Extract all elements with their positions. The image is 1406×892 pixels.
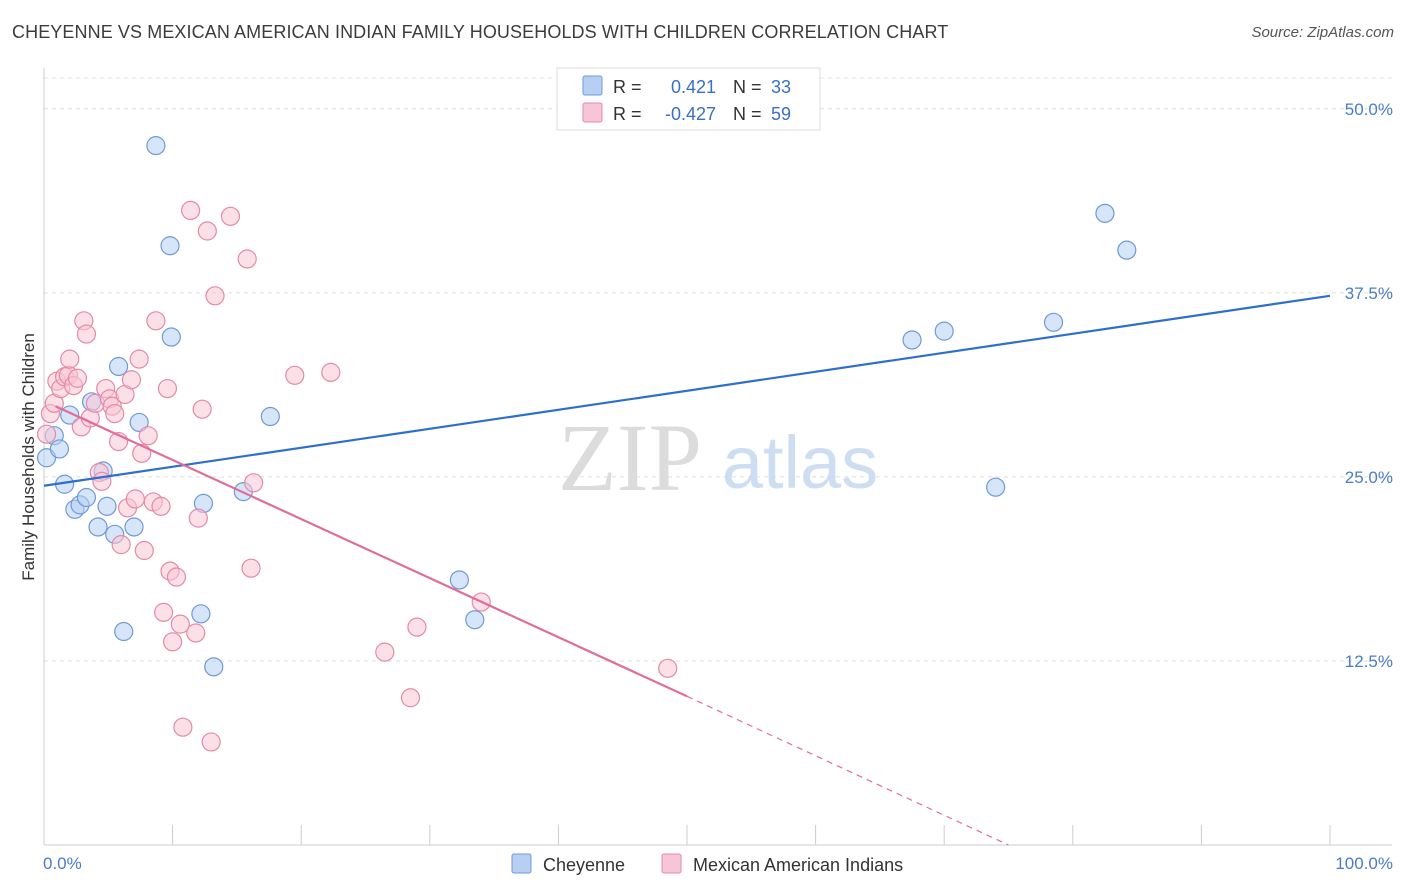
y-axis-label: Family Households with Children [19,333,38,581]
legend-swatch-cheyenne [582,75,603,96]
y-tick-label: 25.0% [1345,468,1393,487]
point-mexican-american-indians [241,558,261,578]
tick-labels: 12.5% 25.0% 37.5% 50.0% 0.0% 100.0% [43,100,1393,873]
point-mexican-american-indians [181,200,201,221]
series-label-cheyenne: Cheyenne [543,855,625,875]
point-cheyenne [191,604,211,624]
y-tick-label: 37.5% [1345,284,1393,303]
legend-swatch-mexican [582,102,603,123]
point-mexican-american-indians [157,378,178,399]
point-mexican-american-indians [129,349,149,369]
point-mexican-american-indians [125,489,145,509]
point-cheyenne [88,517,108,537]
x-tick-label: 100.0% [1335,854,1393,873]
point-mexican-american-indians [170,614,190,634]
point-mexican-american-indians [285,365,305,385]
legend-r-label-2: R = [613,104,642,124]
point-mexican-american-indians [36,424,57,444]
point-cheyenne [49,439,70,459]
point-cheyenne [1043,312,1064,332]
point-mexican-american-indians [111,535,131,555]
series-legend: Cheyenne Mexican American Indians [511,853,903,875]
watermark-zip: ZIP [558,404,702,511]
point-cheyenne [465,610,485,630]
point-cheyenne [934,321,954,341]
point-cheyenne [76,487,97,508]
point-cheyenne [146,136,166,156]
point-mexican-american-indians [400,688,421,708]
legend-n-value-2: 59 [771,104,791,124]
series-swatch-cheyenne [511,853,532,874]
point-mexican-american-indians [192,399,212,419]
point-cheyenne [160,236,180,256]
point-cheyenne [161,327,181,347]
trend-lines [43,294,1331,846]
point-mexican-american-indians [166,567,187,587]
watermark-atlas: atlas [722,421,878,504]
trend-line-mexican-american-indians-extension [686,695,1009,846]
point-cheyenne [114,621,134,642]
stats-legend: R = 0.421 N = 33 R = -0.427 N = 59 [556,67,821,131]
series-swatch-mexican [661,853,682,874]
point-mexican-american-indians [163,632,183,652]
point-cheyenne [1117,240,1137,260]
watermark: ZIP atlas [558,404,878,511]
point-mexican-american-indians [151,496,171,516]
point-mexican-american-indians [237,249,257,269]
point-mexican-american-indians [407,617,427,637]
point-cheyenne [97,496,117,516]
source-label: Source: ZipAtlas.com [1251,24,1394,41]
point-mexican-american-indians [658,658,678,678]
x-tick-label: 0.0% [43,854,82,873]
point-mexican-american-indians [321,362,341,382]
point-mexican-american-indians [173,717,193,737]
point-mexican-american-indians [244,473,264,493]
legend-r-label-1: R = [613,77,642,97]
point-cheyenne [204,657,224,677]
point-mexican-american-indians [60,349,80,369]
point-cheyenne [260,406,280,427]
point-cheyenne [129,412,149,433]
point-mexican-american-indians [132,443,152,463]
point-cheyenne [1095,203,1115,223]
point-mexican-american-indians [197,221,217,241]
point-mexican-american-indians [92,471,112,491]
legend-n-label-2: N = [733,104,762,124]
point-mexican-american-indians [153,602,174,622]
point-mexican-american-indians [121,370,142,390]
point-cheyenne [986,477,1006,497]
point-mexican-american-indians [67,368,88,388]
point-cheyenne [449,570,469,590]
legend-r-value-1: 0.421 [671,77,716,97]
point-cheyenne [108,356,129,377]
point-mexican-american-indians [375,642,395,662]
point-mexican-american-indians [138,426,158,446]
point-mexican-american-indians [201,732,221,752]
point-mexican-american-indians [188,508,208,528]
point-mexican-american-indians [146,311,166,331]
point-mexican-american-indians [105,403,125,424]
data-points [36,136,1137,752]
point-mexican-american-indians [186,623,206,643]
y-tick-label: 12.5% [1345,652,1393,671]
trend-line-cheyenne [43,294,1331,487]
point-mexican-american-indians [134,540,154,561]
legend-n-value-1: 33 [771,77,791,97]
point-mexican-american-indians [76,324,97,344]
y-tick-label: 50.0% [1345,100,1393,119]
trend-line-mexican-american-indians [55,405,688,698]
point-cheyenne [124,517,144,537]
legend-r-value-2: -0.427 [665,104,716,124]
point-mexican-american-indians [220,206,241,226]
point-cheyenne [902,330,922,350]
chart-title: CHEYENNE VS MEXICAN AMERICAN INDIAN FAMI… [12,22,949,42]
series-label-mexican: Mexican American Indians [693,855,903,875]
legend-n-label-1: N = [733,77,762,97]
point-mexican-american-indians [205,286,225,306]
